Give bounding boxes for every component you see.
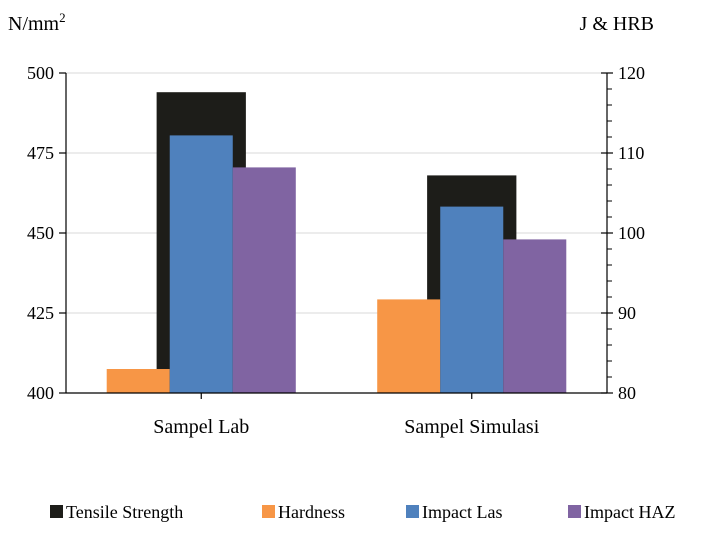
bar-impact-las: [169, 135, 233, 393]
left-tick-label: 500: [27, 63, 54, 83]
legend-label: Hardness: [278, 502, 345, 522]
bar-impact-las: [440, 206, 504, 393]
legend-label: Impact HAZ: [584, 502, 675, 522]
right-tick-label: 90: [618, 303, 636, 323]
left-axis-title: N/mm2: [8, 10, 66, 35]
left-tick-label: 425: [27, 303, 54, 323]
legend-swatch: [406, 505, 419, 518]
left-tick-label: 400: [27, 383, 54, 403]
right-tick-label: 100: [618, 223, 645, 243]
left-tick-label: 450: [27, 223, 54, 243]
legend-swatch: [568, 505, 581, 518]
right-tick-label: 110: [618, 143, 644, 163]
left-tick-label: 475: [27, 143, 54, 163]
legend-swatch: [50, 505, 63, 518]
category-label: Sampel Simulasi: [404, 416, 539, 438]
right-tick-label: 120: [618, 63, 645, 83]
legend-label: Tensile Strength: [66, 502, 183, 522]
left-axis-title-text: N/mm: [8, 13, 60, 35]
bar-impact-haz: [232, 167, 296, 393]
legend-label: Impact Las: [422, 502, 502, 522]
bar-impact-haz: [503, 239, 567, 393]
category-labels: Sampel Lab Sampel Simulasi: [153, 416, 539, 438]
right-axis-title: J & HRB: [580, 13, 654, 35]
legend: Tensile Strength Hardness Impact Las Impact…: [50, 502, 675, 522]
right-tick-label: 80: [618, 383, 636, 403]
bar-hardness: [106, 369, 170, 393]
bars: [106, 92, 567, 393]
left-axis-title-superscript: 2: [59, 10, 66, 25]
ticks: 400 425 450 475 500 80 90 100 110 120: [27, 63, 645, 403]
bar-hardness: [377, 299, 441, 393]
legend-swatch: [262, 505, 275, 518]
category-label: Sampel Lab: [153, 416, 249, 438]
